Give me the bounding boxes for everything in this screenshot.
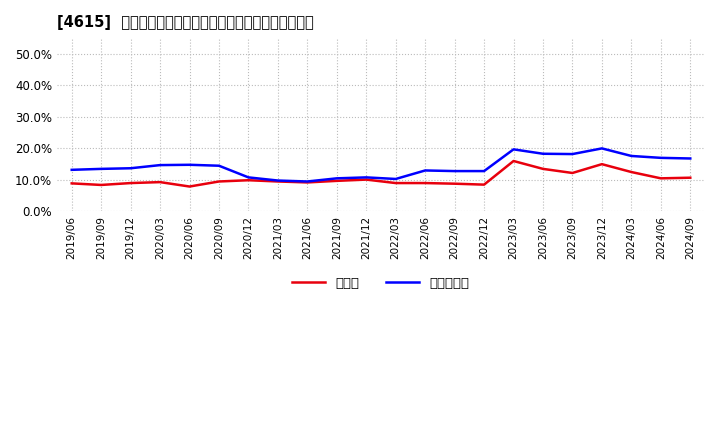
現預金: [539, 166, 547, 172]
有利子負債: [97, 166, 106, 172]
現預金: [568, 170, 577, 176]
現預金: [126, 180, 135, 186]
現預金: [215, 179, 223, 184]
現預金: [333, 178, 341, 183]
現預金: [686, 175, 695, 180]
現預金: [303, 180, 312, 185]
現預金: [598, 161, 606, 167]
有利子負債: [333, 176, 341, 181]
Line: 現預金: 現預金: [72, 161, 690, 187]
現預金: [156, 180, 164, 185]
現預金: [421, 180, 430, 186]
有利子負債: [421, 168, 430, 173]
現預金: [657, 176, 665, 181]
現預金: [274, 179, 282, 184]
有利子負債: [244, 175, 253, 180]
有利子負債: [657, 155, 665, 161]
有利子負債: [568, 151, 577, 157]
有利子負債: [126, 165, 135, 171]
有利子負債: [274, 178, 282, 183]
現預金: [244, 178, 253, 183]
有利子負債: [686, 156, 695, 161]
現預金: [627, 169, 636, 175]
有利子負債: [303, 179, 312, 184]
有利子負債: [362, 175, 371, 180]
有利子負債: [185, 162, 194, 168]
有利子負債: [156, 162, 164, 168]
有利子負債: [392, 176, 400, 182]
現預金: [97, 182, 106, 187]
Legend: 現預金, 有利子負債: 現預金, 有利子負債: [287, 271, 475, 295]
現預金: [480, 182, 488, 187]
有利子負債: [480, 169, 488, 174]
現預金: [450, 181, 459, 186]
有利子負債: [598, 146, 606, 151]
有利子負債: [539, 151, 547, 156]
現預金: [392, 180, 400, 186]
有利子負債: [509, 147, 518, 152]
有利子負債: [450, 169, 459, 174]
現預金: [362, 177, 371, 182]
現預金: [185, 184, 194, 189]
有利子負債: [215, 163, 223, 169]
Text: [4615]  現預金、有利子負債の総資産に対する比率の推移: [4615] 現預金、有利子負債の総資産に対する比率の推移: [57, 15, 314, 30]
有利子負債: [627, 153, 636, 158]
Line: 有利子負債: 有利子負債: [72, 148, 690, 181]
有利子負債: [68, 167, 76, 172]
現預金: [68, 181, 76, 186]
現預金: [509, 158, 518, 164]
